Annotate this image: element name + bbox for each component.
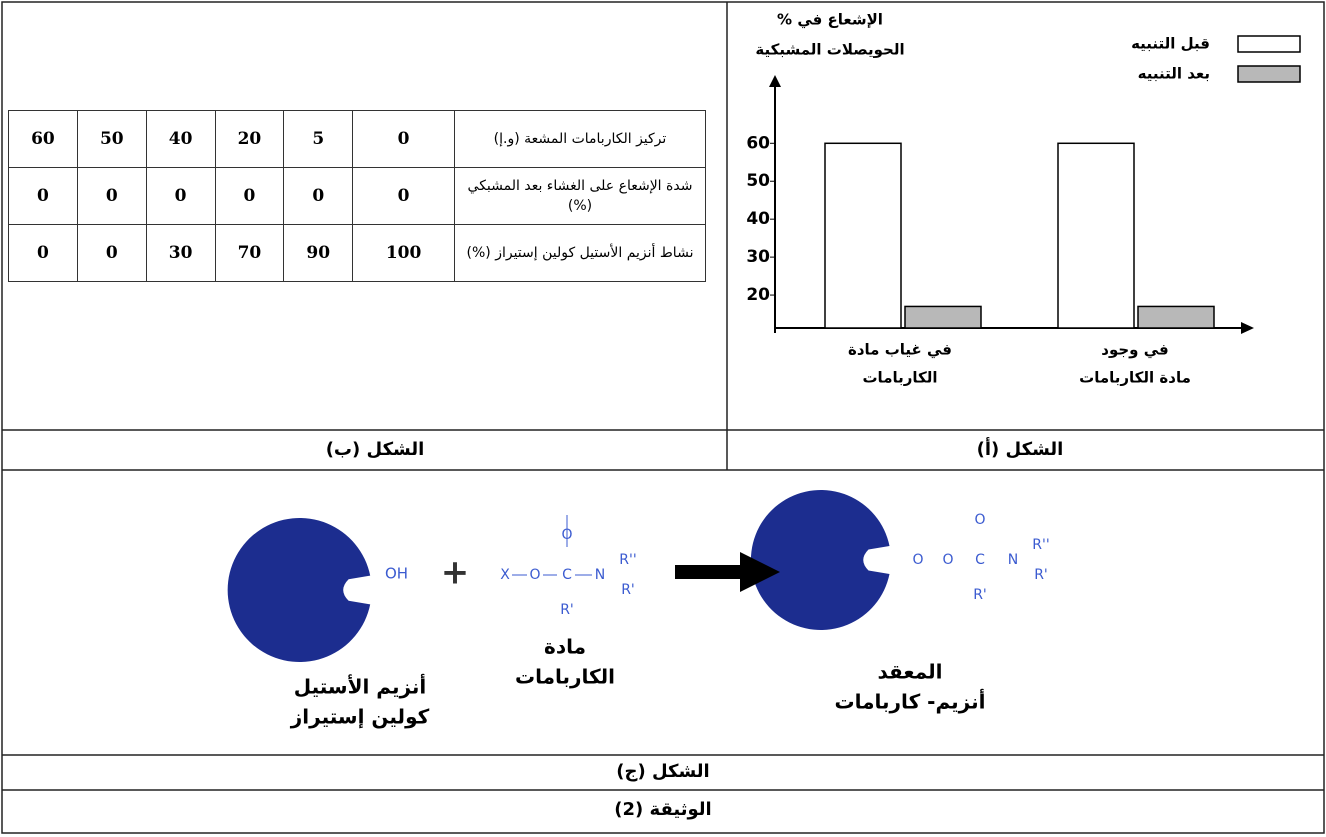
legend-swatch	[1237, 35, 1301, 53]
document-title: الوثيقة (2)	[614, 799, 711, 820]
diagram-label: المعقد	[877, 660, 942, 684]
row-header: تركيز الكاربامات المشعة (و.إ)	[454, 110, 706, 168]
axis-arrow	[769, 75, 781, 87]
axis-arrow	[1241, 322, 1254, 334]
y-axis-label: الحويصلات المشبكية	[755, 41, 904, 59]
diagram-label: كولين إستيراز	[290, 705, 430, 729]
y-tick-label: 20	[746, 285, 770, 305]
cell: 30	[145, 224, 216, 282]
cell: 0	[8, 224, 78, 282]
cell: 0	[352, 110, 455, 168]
y-tick-label: 60	[746, 133, 770, 153]
diagram-label: الكاربامات	[515, 665, 615, 689]
cell: 0	[214, 167, 285, 225]
atom: R'	[973, 587, 987, 603]
legend-label: قبل التنبيه	[1131, 35, 1210, 53]
cell: 0	[145, 167, 216, 225]
cell: 5	[283, 110, 354, 168]
figure-label: الشكل (أ)	[977, 437, 1064, 460]
legend-label: بعد التنبيه	[1138, 65, 1210, 83]
y-tick-label: 40	[746, 209, 770, 229]
figure-label: الشكل (ج)	[616, 761, 709, 782]
bar	[1137, 305, 1215, 329]
atom: R'	[1034, 567, 1048, 583]
y-tick-label: 50	[746, 171, 770, 191]
cell: 50	[76, 110, 147, 168]
atom: R'	[560, 602, 574, 618]
cell: 0	[76, 167, 147, 225]
cell: 0	[352, 167, 455, 225]
atom: C	[975, 552, 985, 568]
atom: R'	[621, 582, 635, 598]
atom: R''	[1032, 537, 1049, 553]
atom: R''	[619, 552, 636, 568]
figure-label: الشكل (ب)	[326, 439, 425, 460]
diagram-label: أنزيم الأستيل	[294, 673, 427, 699]
cell: 90	[283, 224, 354, 282]
y-tick-label: 30	[746, 247, 770, 267]
cell: 0	[8, 167, 78, 225]
cell: 0	[76, 224, 147, 282]
arrow	[675, 552, 780, 592]
atom: N	[595, 567, 605, 583]
atom: O	[942, 552, 953, 568]
atom: C	[562, 567, 572, 583]
atom: X	[500, 567, 510, 583]
cell: 40	[145, 110, 216, 168]
atom: O	[529, 567, 540, 583]
row-header: شدة الإشعاع على الغشاء بعد المشبكي (%)	[454, 167, 706, 225]
bar	[824, 142, 902, 329]
diagram-label: مادة	[544, 635, 586, 659]
cell: 20	[214, 110, 285, 168]
cell: 60	[8, 110, 78, 168]
x-tick-label: مادة الكاربامات	[1079, 369, 1191, 387]
legend-swatch	[1237, 65, 1301, 83]
enzyme-group: OH	[385, 565, 408, 583]
row-header: نشاط أنزيم الأستيل كولين إستيراز (%)	[454, 224, 706, 282]
x-tick-label: في غياب مادة	[848, 341, 952, 359]
atom: O	[912, 552, 923, 568]
x-tick-label: الكاربامات	[862, 369, 937, 387]
bar	[904, 305, 982, 329]
diagram-label: أنزيم- كاربامات	[835, 688, 986, 714]
atom: N	[1008, 552, 1018, 568]
data-table: تركيز الكاربامات المشعة (و.إ) 0 5 20 40 50 60 ش…	[8, 110, 706, 282]
enzyme-shape	[750, 489, 890, 631]
cell: 100	[352, 224, 455, 282]
plus: +	[441, 553, 470, 593]
cell: 0	[283, 167, 354, 225]
atom: O	[974, 512, 985, 528]
cell: 70	[214, 224, 285, 282]
y-axis-label: % الإشعاع في	[777, 11, 883, 29]
bar	[1057, 142, 1135, 329]
enzyme-shape	[227, 518, 371, 663]
x-tick-label: في وجود	[1101, 341, 1168, 359]
